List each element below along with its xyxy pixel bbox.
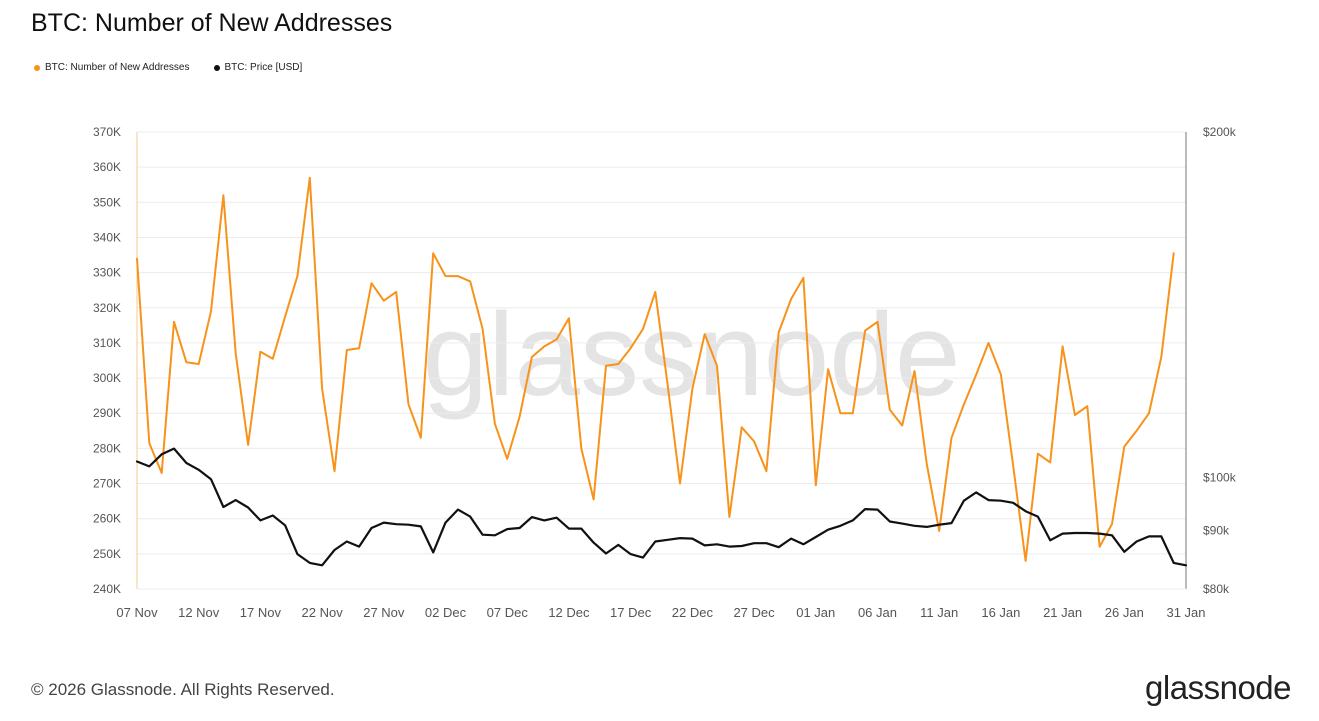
y-left-tick-label: 360K <box>93 160 121 174</box>
price-line <box>135 447 1188 567</box>
x-tick-label: 27 Dec <box>733 605 775 620</box>
x-tick-label: 31 Jan <box>1166 605 1205 620</box>
y-left-tick-label: 330K <box>93 266 121 280</box>
y-right-tick-label: $200k <box>1203 125 1237 139</box>
legend-marker-price <box>213 64 220 71</box>
y-left-tick-label: 280K <box>93 441 121 455</box>
new-addresses-line <box>136 176 1175 562</box>
x-tick-label: 27 Nov <box>363 605 405 620</box>
legend: BTC: Number of New Addresses BTC: Price … <box>34 62 302 73</box>
x-tick-label: 17 Dec <box>610 605 652 620</box>
y-left-tick-label: 320K <box>93 301 121 315</box>
x-tick-label: 12 Nov <box>178 605 220 620</box>
legend-label-price: BTC: Price [USD] <box>224 62 303 73</box>
y-left-tick-label: 290K <box>93 406 121 420</box>
chart-title: BTC: Number of New Addresses <box>31 9 393 37</box>
x-tick-label: 22 Dec <box>672 605 714 620</box>
x-tick-label: 07 Nov <box>116 605 158 620</box>
y-left-tick-label: 350K <box>93 195 121 209</box>
legend-marker-new-addresses <box>34 64 40 71</box>
y-left-tick-label: 370K <box>93 125 121 139</box>
x-tick-label: 01 Jan <box>796 605 835 620</box>
y-left-tick-label: 310K <box>93 336 121 350</box>
glassnode-logo[interactable]: glassnode <box>1145 669 1291 706</box>
y-left-tick-label: 340K <box>93 230 121 244</box>
x-tick-label: 22 Nov <box>302 605 344 620</box>
y-left-tick-label: 250K <box>93 547 121 561</box>
x-tick-label: 12 Dec <box>548 605 590 620</box>
x-tick-label: 26 Jan <box>1105 605 1144 620</box>
y-right-tick-label: $90k <box>1203 523 1230 537</box>
x-tick-label: 17 Nov <box>240 605 282 620</box>
legend-item-new-addresses[interactable]: BTC: Number of New Addresses <box>34 62 190 73</box>
y-right-tick-label: $80k <box>1203 582 1230 596</box>
x-tick-label: 21 Jan <box>1043 605 1082 620</box>
x-tick-label: 16 Jan <box>981 605 1020 620</box>
x-tick-label: 07 Dec <box>487 605 529 620</box>
y-left-tick-label: 260K <box>93 512 121 526</box>
y-left-tick-label: 240K <box>93 582 121 596</box>
legend-item-price[interactable]: BTC: Price [USD] <box>213 62 303 73</box>
y-left-tick-label: 300K <box>93 371 121 385</box>
x-tick-label: 02 Dec <box>425 605 467 620</box>
y-left-tick-label: 270K <box>93 477 121 491</box>
y-right-tick-label: $100k <box>1203 471 1237 485</box>
legend-label-new-addresses: BTC: Number of New Addresses <box>45 62 190 73</box>
copyright-text: © 2026 Glassnode. All Rights Reserved. <box>31 680 335 699</box>
x-tick-label: 06 Jan <box>858 605 897 620</box>
x-tick-label: 11 Jan <box>920 605 958 620</box>
